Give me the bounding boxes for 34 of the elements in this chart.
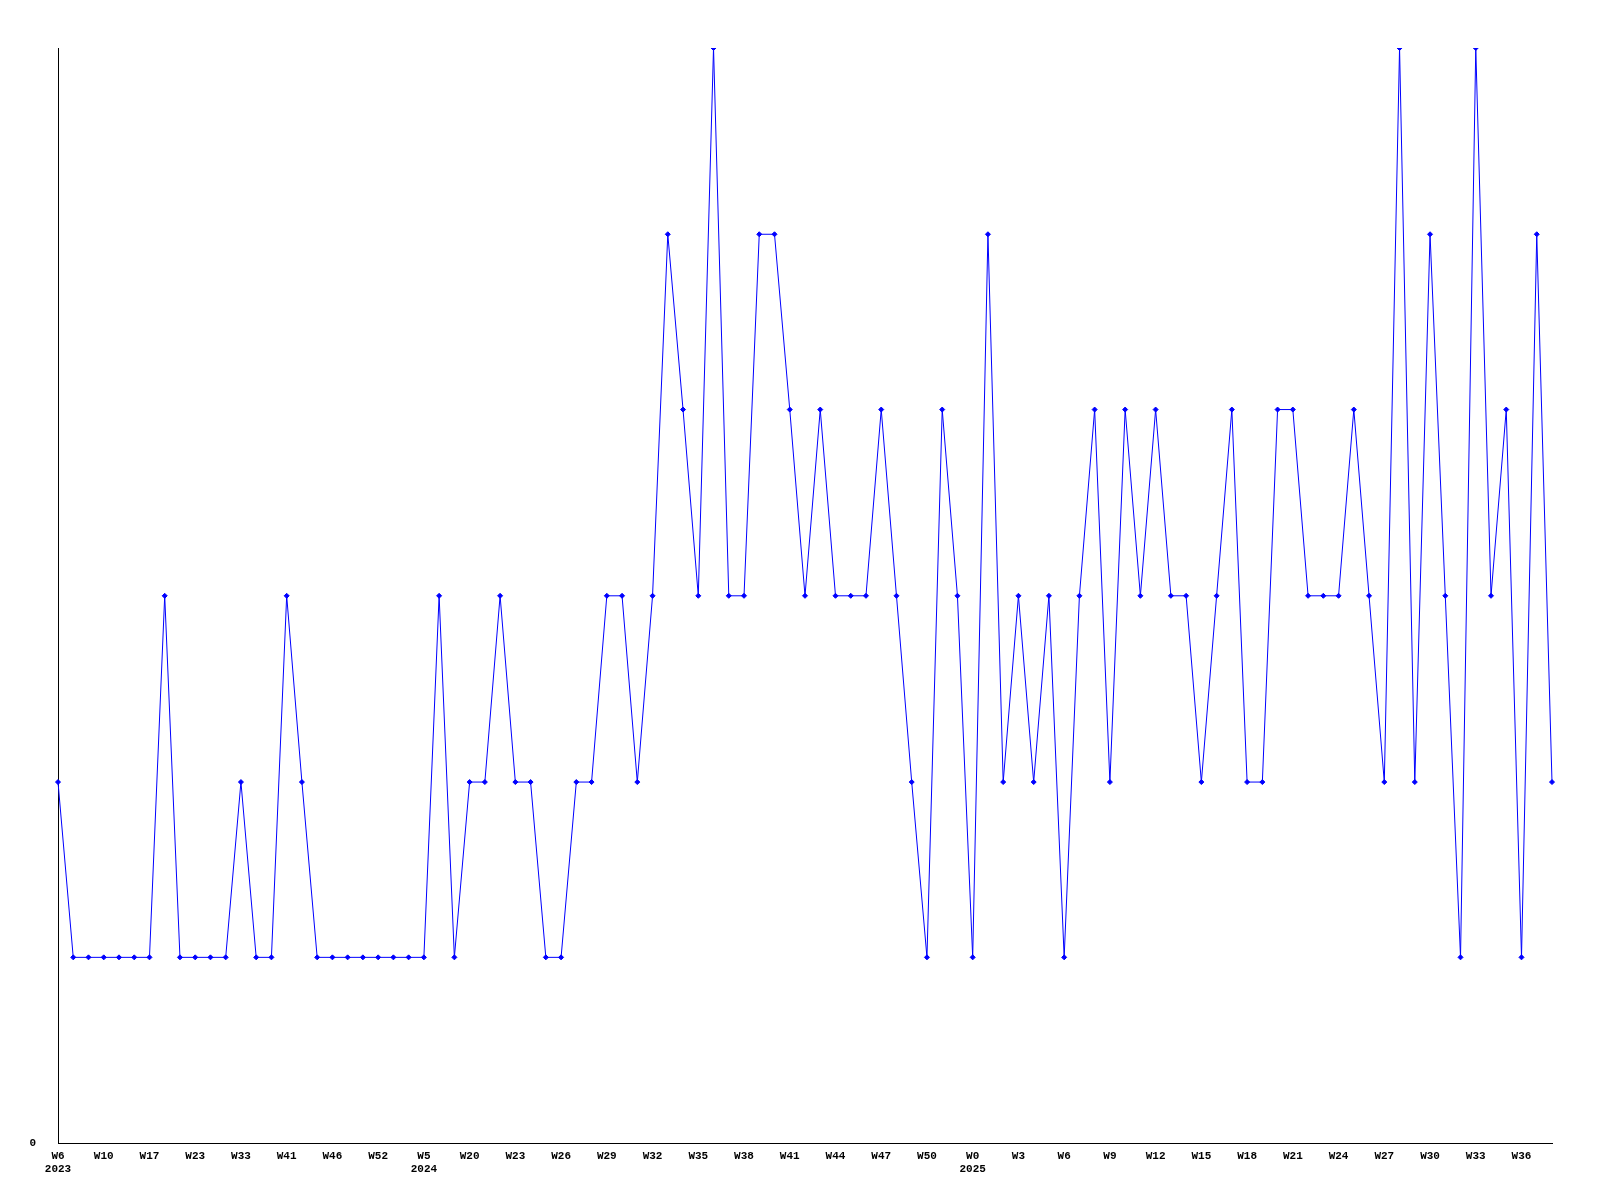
x-tick-label: W33 xyxy=(231,1149,252,1162)
x-tick-label: W17 xyxy=(139,1149,160,1162)
x-tick-label: W20 xyxy=(459,1149,480,1162)
x-tick-label: W46 xyxy=(322,1149,343,1162)
text: 0 xyxy=(29,1137,36,1150)
x-tick-label: W33 xyxy=(1465,1149,1487,1162)
x-tick-label: W23 xyxy=(505,1149,526,1162)
x-tick-label: W3 xyxy=(1011,1149,1026,1162)
x-tick-label: W47 xyxy=(871,1149,892,1162)
x-tick-label: W10 xyxy=(93,1149,114,1162)
x-tick-label: W21 xyxy=(1282,1149,1304,1162)
x-tick-label: W52 xyxy=(368,1149,389,1162)
x-tick-label: W41 xyxy=(779,1149,801,1162)
x-tick-label: W29 xyxy=(596,1149,617,1162)
x-tick-label: W36 xyxy=(1511,1149,1532,1162)
x-tick-label: W30 xyxy=(1420,1149,1440,1162)
x-tick-label: W12 xyxy=(1145,1149,1166,1162)
x-tick-label: W23 xyxy=(185,1149,206,1162)
x-tick-label: W18 xyxy=(1237,1149,1258,1162)
x-tick-label: W26 xyxy=(551,1149,571,1162)
x-tick-label: W0 2025 xyxy=(959,1149,987,1176)
x-tick-label: W27 xyxy=(1374,1149,1395,1162)
x-tick-label: W41 xyxy=(276,1149,297,1162)
x-tick-label: W32 xyxy=(642,1149,663,1162)
x-tick-label: W24 xyxy=(1328,1149,1349,1162)
x-tick-label: W6 xyxy=(1057,1149,1071,1162)
x-tick-label: W50 xyxy=(917,1149,937,1162)
x-tick-label: W5 2024 xyxy=(410,1149,438,1176)
x-tick-label: W15 xyxy=(1191,1149,1212,1162)
x-tick-label: W44 xyxy=(825,1149,846,1162)
x-tick-label: W35 xyxy=(688,1149,709,1162)
x-tick-label: W9 xyxy=(1103,1149,1117,1162)
x-tick-label: W6 2023 xyxy=(44,1149,72,1176)
x-tick-label: W38 xyxy=(734,1149,755,1162)
